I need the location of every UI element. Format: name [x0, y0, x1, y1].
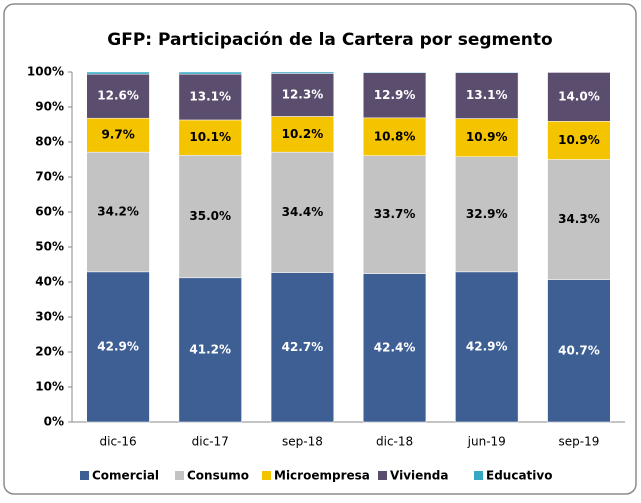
- data-label: 9.7%: [101, 128, 134, 142]
- y-tick-label: 70%: [35, 170, 64, 184]
- legend-label: Educativo: [486, 469, 552, 483]
- legend-label: Vivienda: [390, 469, 449, 483]
- y-tick-label: 80%: [35, 135, 64, 149]
- data-label: 10.8%: [374, 129, 416, 143]
- legend-swatch: [262, 471, 271, 480]
- data-label: 10.9%: [558, 133, 600, 147]
- data-label: 35.0%: [189, 209, 231, 223]
- legend-label: Comercial: [92, 469, 159, 483]
- data-label: 34.4%: [282, 205, 324, 219]
- y-tick-label: 40%: [35, 275, 64, 289]
- data-label: 32.9%: [466, 207, 508, 221]
- y-tick-label: 50%: [35, 240, 64, 254]
- data-label: 12.9%: [374, 88, 416, 102]
- legend-swatch: [80, 471, 89, 480]
- data-label: 12.6%: [97, 89, 139, 103]
- x-tick-label: jun-19: [467, 435, 506, 449]
- data-label: 42.9%: [97, 339, 139, 353]
- y-tick-label: 90%: [35, 100, 64, 114]
- data-label: 10.9%: [466, 130, 508, 144]
- data-label: 10.1%: [189, 130, 231, 144]
- legend-swatch: [175, 471, 184, 480]
- data-label: 42.4%: [374, 340, 416, 354]
- data-label: 33.7%: [374, 207, 416, 221]
- data-label: 40.7%: [558, 343, 600, 357]
- y-tick-label: 10%: [35, 380, 64, 394]
- data-label: 34.3%: [558, 212, 600, 226]
- data-label: 41.2%: [189, 342, 231, 356]
- y-tick-label: 60%: [35, 205, 64, 219]
- x-tick-label: dic-16: [100, 435, 137, 449]
- legend-swatch: [474, 471, 483, 480]
- data-label: 12.3%: [282, 87, 324, 101]
- bar-segment: [179, 72, 242, 74]
- legend-swatch: [378, 471, 387, 480]
- bar-segment: [87, 72, 150, 74]
- data-label: 13.1%: [466, 88, 508, 102]
- bar-segment: [455, 72, 518, 73]
- y-tick-label: 100%: [27, 65, 64, 79]
- y-tick-label: 30%: [35, 310, 64, 324]
- y-tick-label: 0%: [44, 415, 64, 429]
- bar-segment: [271, 72, 334, 73]
- data-label: 13.1%: [189, 90, 231, 104]
- x-tick-label: sep-18: [282, 435, 323, 449]
- y-tick-label: 20%: [35, 345, 64, 359]
- data-label: 34.2%: [97, 205, 139, 219]
- x-tick-label: dic-17: [192, 435, 229, 449]
- legend-label: Microempresa: [274, 469, 370, 483]
- data-label: 42.9%: [466, 339, 508, 353]
- data-label: 42.7%: [282, 340, 324, 354]
- x-tick-label: dic-18: [376, 435, 413, 449]
- x-tick-label: sep-19: [558, 435, 599, 449]
- data-label: 14.0%: [558, 89, 600, 103]
- bar-segment: [363, 72, 426, 73]
- legend-label: Consumo: [187, 469, 249, 483]
- data-label: 10.2%: [282, 127, 324, 141]
- chart-title: GFP: Participación de la Cartera por seg…: [107, 30, 552, 50]
